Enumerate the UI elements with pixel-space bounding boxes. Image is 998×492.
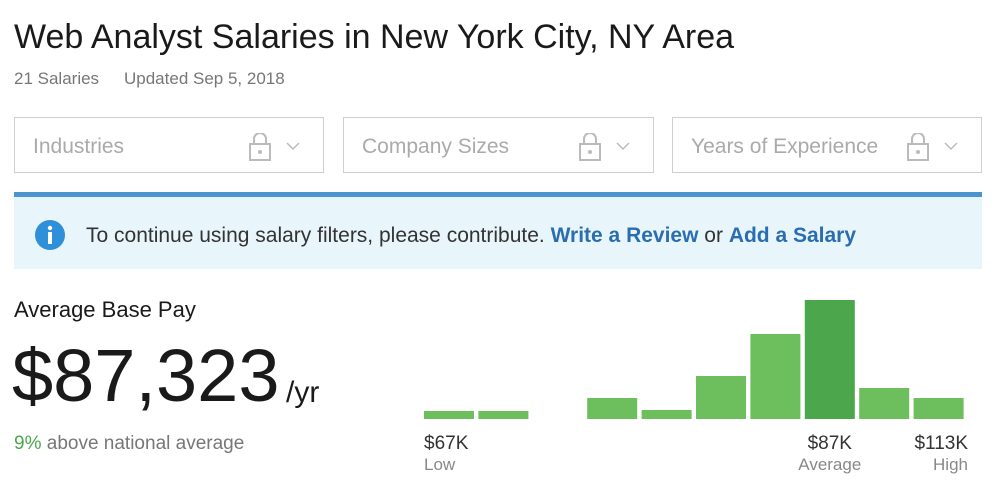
info-banner: To continue using salary filters, please… — [14, 192, 982, 269]
banner-or: or — [704, 224, 723, 247]
filter-dropdown[interactable]: Years of Experience — [672, 117, 982, 173]
histogram-bar — [587, 398, 638, 419]
add-salary-link[interactable]: Add a Salary — [728, 224, 857, 247]
title: Web Analyst Salaries in New York City, N… — [14, 18, 735, 56]
info-icon — [35, 220, 65, 250]
histogram-bar — [478, 411, 529, 419]
lock-chevron — [579, 133, 630, 161]
filter-label: Industries — [33, 135, 125, 158]
range-caption: Average — [798, 455, 861, 474]
filter-dropdown[interactable]: Industries — [14, 117, 324, 173]
pay-label: Average Base Pay — [14, 297, 196, 322]
banner-text: To continue using salary filters, please… — [86, 224, 545, 247]
filter-dropdown[interactable]: Company Sizes — [343, 117, 654, 173]
range-value: $67K — [424, 433, 469, 454]
pay-unit: /yr — [286, 376, 320, 409]
histogram-bar — [913, 398, 964, 419]
histogram-bar — [750, 334, 801, 419]
filter-label: Company Sizes — [362, 135, 510, 158]
banner-line: To continue using salary filters, please… — [86, 224, 856, 248]
histogram-bar — [859, 388, 910, 419]
comparison-text: above national average — [46, 433, 245, 454]
updated: Updated Sep 5, 2018 — [124, 69, 285, 88]
comparison: 9% above national average — [14, 433, 244, 455]
percent: 9% — [14, 433, 42, 454]
salary-count: 21 Salaries — [14, 69, 100, 88]
write-review-link[interactable]: Write a Review — [550, 224, 699, 247]
range-value: $113K — [914, 433, 968, 454]
histogram-bar — [696, 376, 746, 419]
filter-label: Years of Experience — [691, 135, 879, 158]
range-caption: Low — [424, 455, 456, 474]
lock-chevron — [907, 133, 958, 161]
histogram-bar — [641, 410, 692, 419]
histogram-bar — [424, 411, 474, 419]
range-value: $87K — [808, 433, 853, 454]
pay-amount: $87,323 — [12, 334, 280, 417]
range-caption: High — [933, 455, 968, 474]
lock-chevron — [249, 133, 300, 161]
histogram-bar — [804, 300, 855, 419]
